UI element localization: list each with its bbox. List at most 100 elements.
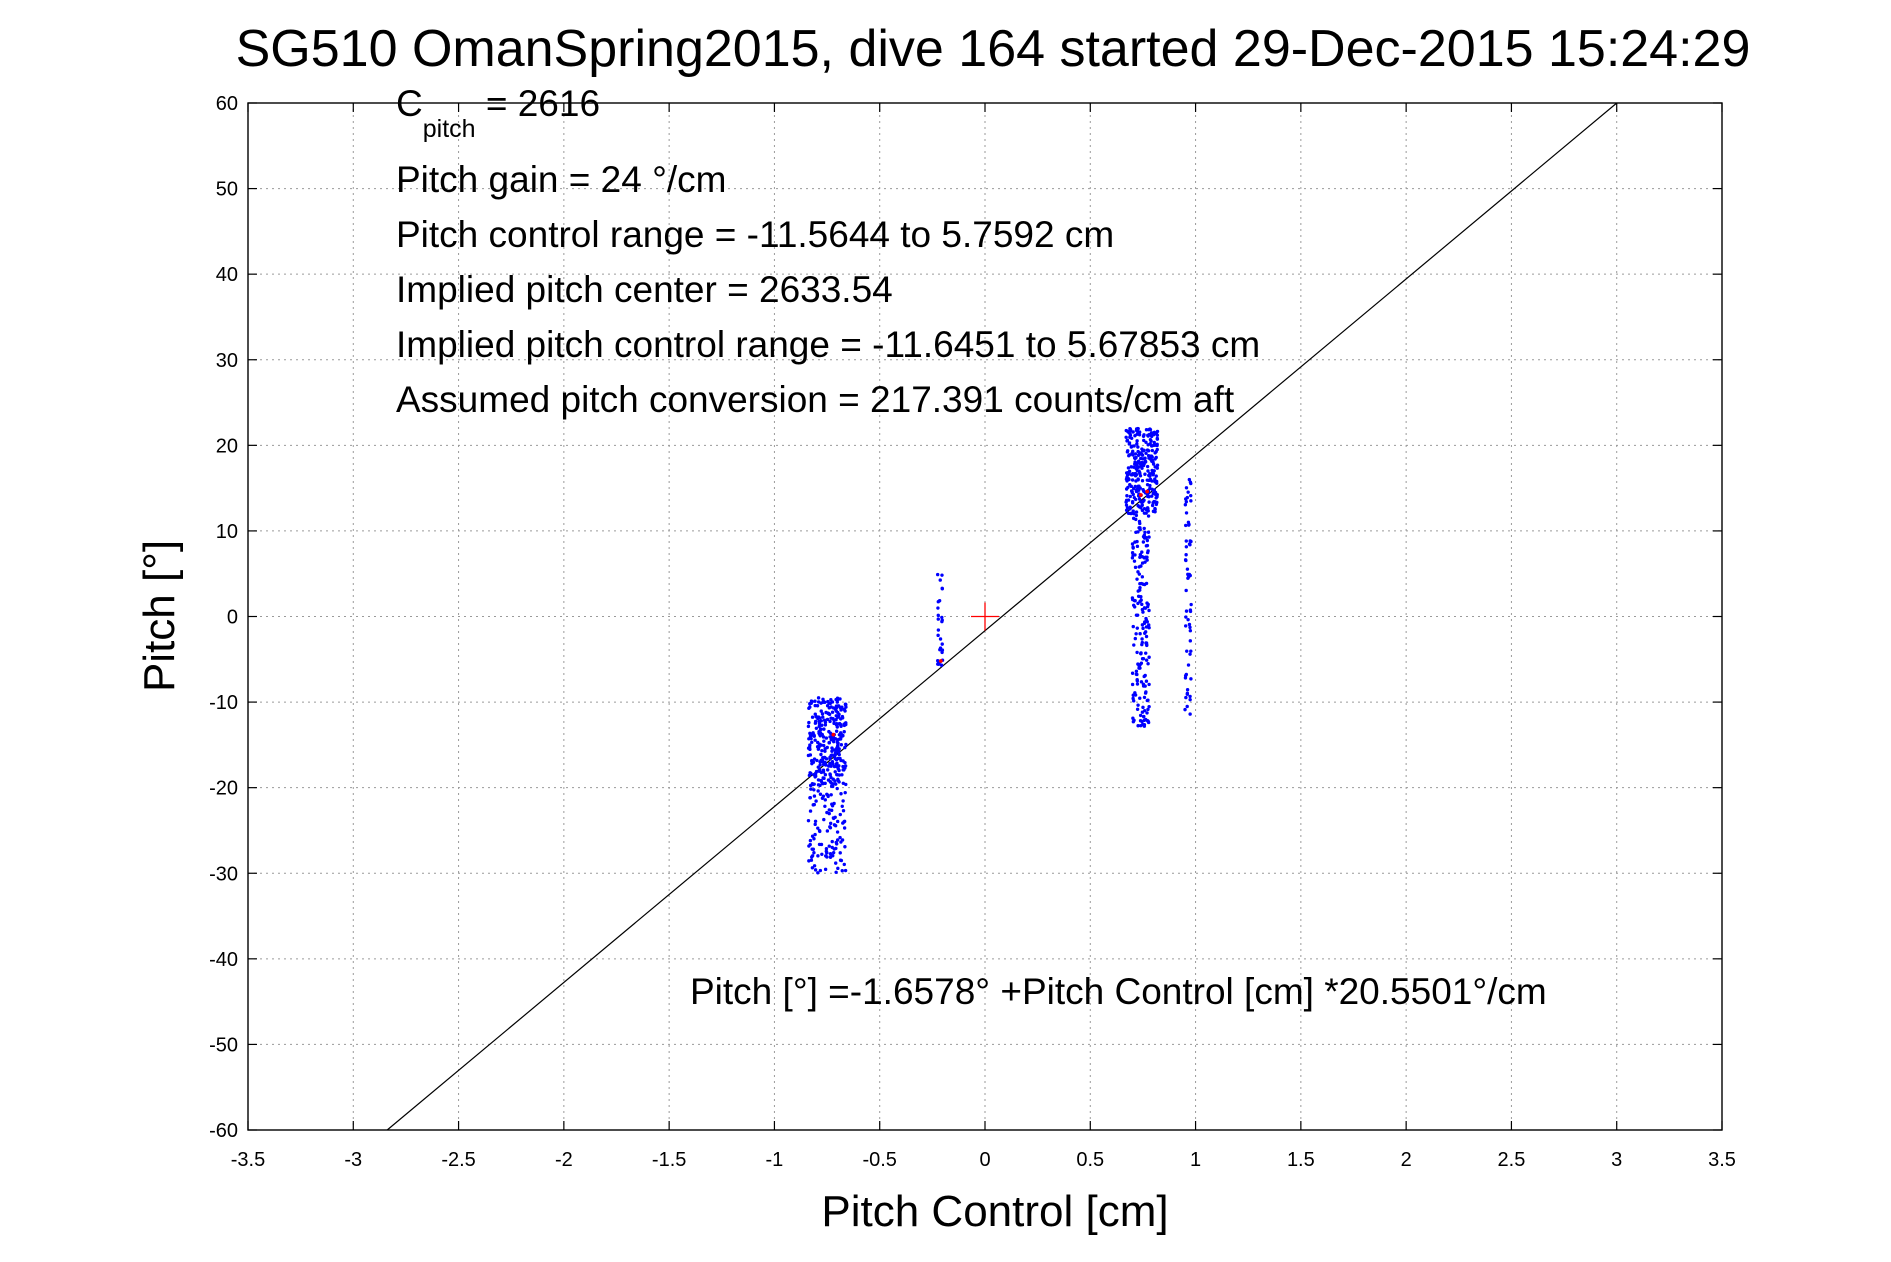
data-point [1130, 556, 1135, 560]
data-point [1132, 699, 1136, 703]
data-point [1184, 588, 1188, 593]
data-point [1137, 565, 1141, 569]
data-point [1186, 490, 1190, 494]
data-point [1184, 539, 1188, 543]
data-point [1187, 477, 1192, 482]
data-point [1140, 722, 1145, 727]
data-point [1151, 473, 1155, 477]
data-point [810, 866, 815, 870]
data-point [1133, 540, 1137, 544]
data-point [819, 727, 823, 732]
data-point [813, 738, 817, 742]
data-point [813, 832, 817, 837]
control-range-annotation: Pitch control range = -11.5644 to 5.7592… [396, 214, 1114, 255]
data-point [838, 705, 842, 710]
data-point [1143, 631, 1147, 635]
data-point [842, 862, 846, 867]
data-point [1125, 438, 1130, 443]
data-point [936, 659, 940, 663]
pitch-gain-annotation: Pitch gain = 24 °/cm [396, 159, 727, 200]
data-point [824, 736, 829, 740]
data-point [1124, 508, 1129, 513]
data-point [810, 761, 814, 766]
fit-line-layer [386, 102, 1618, 1131]
data-point [1136, 453, 1141, 457]
data-point [940, 573, 944, 577]
data-point [1147, 682, 1151, 687]
data-point [830, 760, 835, 764]
data-point [844, 742, 848, 747]
data-point [936, 662, 940, 666]
data-point [1150, 455, 1154, 459]
data-point [835, 750, 839, 754]
data-point [1133, 484, 1137, 489]
data-point [1139, 461, 1144, 465]
data-point [806, 818, 811, 823]
data-point [828, 755, 832, 760]
data-point [1144, 427, 1149, 432]
data-point [1131, 545, 1135, 549]
data-point [1134, 463, 1139, 468]
data-point [812, 794, 817, 798]
data-point [1155, 429, 1160, 434]
data-point [834, 714, 838, 718]
data-point [1144, 625, 1149, 629]
data-point [821, 715, 825, 719]
data-point [807, 745, 812, 749]
data-point [1139, 661, 1144, 665]
data-point [816, 871, 820, 875]
data-point [1132, 559, 1137, 563]
data-point [823, 867, 828, 872]
y-tick-label: 20 [216, 435, 238, 457]
x-tick-label: -2.5 [441, 1149, 475, 1171]
data-point [823, 723, 828, 727]
data-point [1127, 441, 1132, 445]
data-point [1143, 530, 1147, 534]
data-point [830, 710, 835, 714]
data-point [833, 770, 837, 774]
data-point [827, 701, 831, 705]
data-point [1186, 520, 1191, 525]
data-point [813, 699, 817, 703]
data-point [831, 816, 836, 820]
data-point [834, 861, 838, 865]
data-point [841, 734, 845, 738]
data-point [833, 756, 837, 761]
data-point [839, 858, 844, 863]
data-point [1129, 473, 1134, 477]
data-point [816, 696, 821, 700]
y-tick-label: -10 [209, 692, 238, 714]
data-point [843, 745, 847, 750]
data-point [822, 727, 826, 731]
data-point [1135, 626, 1139, 630]
data-point [829, 793, 833, 797]
data-point [1132, 465, 1136, 469]
data-point [809, 701, 813, 705]
y-tick-label: -30 [209, 863, 238, 885]
data-point [820, 723, 824, 727]
y-tick-label: 60 [216, 93, 238, 115]
data-point [821, 697, 825, 702]
data-point [1125, 494, 1129, 498]
data-point [1140, 637, 1144, 641]
y-tick-label: -20 [209, 778, 238, 800]
data-point [1136, 601, 1140, 606]
data-point [830, 839, 834, 844]
data-point [1142, 621, 1147, 626]
data-point [835, 819, 840, 824]
data-point [814, 769, 819, 774]
data-point [1183, 523, 1188, 528]
data-point [1146, 707, 1150, 712]
fit-equation-annotation: Pitch [°] =-1.6578° +Pitch Control [cm] … [690, 971, 1547, 1012]
data-point [1151, 491, 1155, 496]
data-point [808, 809, 813, 813]
data-point [827, 808, 831, 812]
data-point [1132, 456, 1137, 460]
data-point [1130, 671, 1135, 675]
data-point [1131, 492, 1135, 497]
data-point [835, 830, 840, 834]
data-point [1153, 457, 1157, 461]
data-point [1144, 641, 1148, 645]
data-point [1128, 494, 1132, 499]
data-point [1184, 500, 1189, 504]
